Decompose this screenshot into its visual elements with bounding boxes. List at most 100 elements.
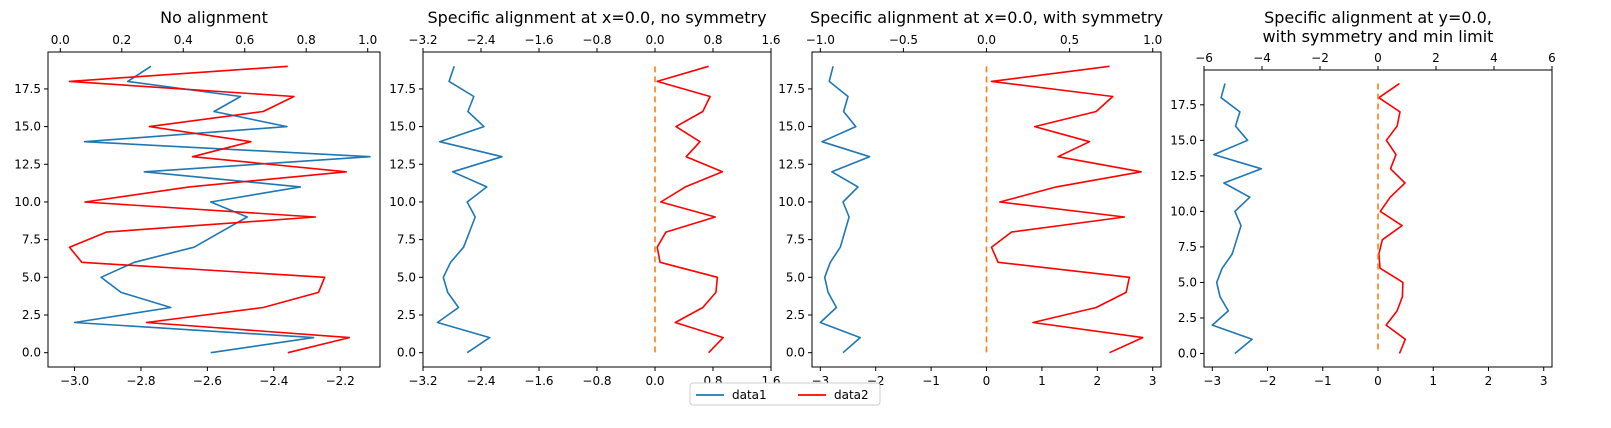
y-tick-label: 10.0	[778, 195, 805, 209]
y-tick-label: 2.5	[22, 308, 41, 322]
y-tick-label: 5.0	[1178, 275, 1197, 289]
x-bottom-tick-label: −1	[1314, 374, 1332, 388]
legend-label: data1	[732, 388, 767, 402]
y-tick-label: 0.0	[397, 346, 416, 360]
y-tick-label: 17.5	[1170, 98, 1197, 112]
x-top-tick-label: 1.0	[1143, 33, 1162, 47]
y-tick-label: 10.0	[14, 195, 41, 209]
chart-panel-4: −3 −2 −1 0 1 2 3 −6 −4 −2 0 2 4 6 0.0 2.5 5.0 7.5 10.0 12.5…	[1170, 8, 1556, 388]
x-top-tick-label: 0.0	[977, 33, 996, 47]
legend-label: data2	[834, 388, 869, 402]
y-tick-label: 0.0	[22, 346, 41, 360]
x-bottom-tick-label: −0.8	[582, 374, 611, 388]
x-top-tick-label: 0	[1374, 51, 1382, 65]
y-tick-label: 5.0	[22, 270, 41, 284]
y-tick-label: 17.5	[389, 82, 416, 96]
y-tick-label: 7.5	[786, 233, 805, 247]
x-bottom-tick-label: 3	[1149, 374, 1157, 388]
x-bottom-tick-label: −2.4	[466, 374, 495, 388]
y-tick-label: 2.5	[1178, 311, 1197, 325]
x-top-tick-label: −2.4	[466, 33, 495, 47]
x-bottom-tick-label: 2	[1093, 374, 1101, 388]
x-bottom-tick-label: 0	[1374, 374, 1382, 388]
x-top-tick-label: 1.0	[358, 33, 377, 47]
x-bottom-tick-label: −2.4	[259, 374, 288, 388]
x-top-tick-label: 4	[1490, 51, 1498, 65]
x-top-tick-label: 0.8	[703, 33, 722, 47]
chart-title: Specific alignment at y=0.0,	[1264, 8, 1492, 27]
chart-title: with symmetry and min limit	[1263, 27, 1494, 46]
x-top-tick-label: 0.8	[297, 33, 316, 47]
x-top-tick-label: −1.0	[806, 33, 835, 47]
chart-panel-3: −3 −2 −1 0 1 2 3−1.0 −0.5 0.0 0.5 1.00.02.55.07.51…	[778, 8, 1163, 388]
x-top-tick-label: −1.6	[524, 33, 553, 47]
x-top-tick-label: 6	[1548, 51, 1556, 65]
y-tick-label: 15.0	[14, 120, 41, 134]
y-tick-label: 15.0	[1170, 133, 1197, 147]
x-bottom-tick-label: 2	[1485, 374, 1493, 388]
series-line-data2	[1378, 82, 1407, 354]
series-line-data1	[73, 65, 371, 354]
x-top-tick-label: 0.4	[174, 33, 193, 47]
y-tick-label: 5.0	[786, 270, 805, 284]
x-bottom-tick-label: −1.6	[524, 374, 553, 388]
series-line-data1	[819, 66, 871, 354]
y-tick-label: 5.0	[397, 270, 416, 284]
series-line-data2	[656, 65, 725, 354]
y-tick-label: 10.0	[1170, 204, 1197, 218]
x-bottom-tick-label: −1	[922, 374, 940, 388]
series-line-data1	[436, 66, 503, 354]
x-bottom-tick-label: 0.0	[645, 374, 664, 388]
x-bottom-tick-label: −2.6	[193, 374, 222, 388]
x-bottom-tick-label: 1	[1038, 374, 1046, 388]
legend: data1 data2	[689, 382, 881, 406]
chart-title: Specific alignment at x=0.0, no symmetry	[427, 8, 766, 27]
y-tick-label: 12.5	[1170, 169, 1197, 183]
series-line-data1	[1211, 83, 1263, 355]
chart-title: No alignment	[160, 8, 268, 27]
series-line-data2	[990, 65, 1144, 354]
chart-title: Specific alignment at x=0.0, with symmet…	[810, 8, 1163, 27]
x-top-tick-label: −3.2	[408, 33, 437, 47]
y-tick-label: 0.0	[1178, 347, 1197, 361]
y-tick-label: 10.0	[389, 195, 416, 209]
y-tick-label: 7.5	[397, 233, 416, 247]
x-top-tick-label: 2	[1432, 51, 1440, 65]
x-bottom-tick-label: −2.8	[126, 374, 155, 388]
x-top-tick-label: 0.5	[1060, 33, 1079, 47]
y-tick-label: 17.5	[14, 82, 41, 96]
y-tick-label: 12.5	[389, 157, 416, 171]
x-bottom-tick-label: −2	[1259, 374, 1277, 388]
y-tick-label: 17.5	[778, 82, 805, 96]
y-tick-label: 7.5	[22, 233, 41, 247]
x-bottom-tick-label: −3	[1203, 374, 1221, 388]
chart-panel-2: −3.2 −2.4 −1.6 −0.8 0.0 0.8 1.6 −3.2 −2.4 −1.6 −0.…	[389, 8, 780, 388]
x-bottom-tick-label: 3	[1540, 374, 1548, 388]
x-top-tick-label: −6	[1195, 51, 1213, 65]
x-top-tick-label: 0.2	[112, 33, 131, 47]
x-top-tick-label: 0.6	[235, 33, 254, 47]
y-tick-label: 15.0	[778, 120, 805, 134]
y-tick-label: 12.5	[14, 157, 41, 171]
x-top-tick-label: −0.5	[889, 33, 918, 47]
x-bottom-tick-label: −2.2	[326, 374, 355, 388]
x-bottom-tick-label: −3.0	[60, 374, 89, 388]
chart-panel-1: −3.0 −2.8 −2.6 −2.4 −2.2 0.0 0.2 0.4 0.6 0.8 1.0 0.…	[14, 8, 381, 388]
x-top-tick-label: −2	[1311, 51, 1329, 65]
x-top-tick-label: −4	[1253, 51, 1271, 65]
x-top-tick-label: 1.6	[761, 33, 780, 47]
x-top-tick-label: 0.0	[51, 33, 70, 47]
x-top-tick-label: −0.8	[582, 33, 611, 47]
y-tick-label: 15.0	[389, 120, 416, 134]
y-tick-label: 12.5	[778, 157, 805, 171]
x-bottom-tick-label: 1	[1429, 374, 1437, 388]
x-top-tick-label: 0.0	[645, 33, 664, 47]
x-bottom-tick-label: −3.2	[408, 374, 437, 388]
series-line-data2	[68, 65, 351, 354]
y-tick-label: 0.0	[786, 346, 805, 360]
axes-frame	[47, 51, 381, 368]
axes-frame	[422, 51, 772, 368]
y-tick-label: 2.5	[786, 308, 805, 322]
y-tick-label: 7.5	[1178, 240, 1197, 254]
